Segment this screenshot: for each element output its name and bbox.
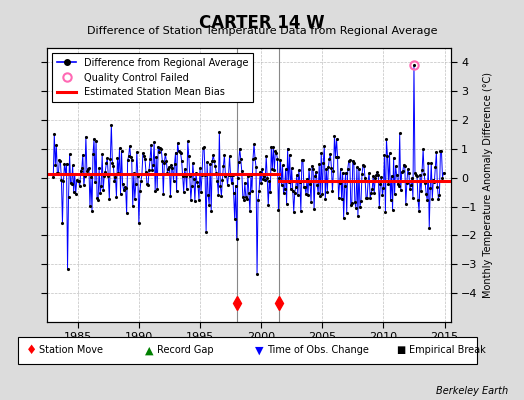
Text: Station Move: Station Move: [39, 345, 103, 355]
Text: Record Gap: Record Gap: [157, 345, 214, 355]
Text: Difference of Station Temperature Data from Regional Average: Difference of Station Temperature Data f…: [87, 26, 437, 36]
Text: ▼: ▼: [255, 345, 264, 355]
Text: ■: ■: [396, 345, 406, 355]
Legend: Difference from Regional Average, Quality Control Failed, Estimated Station Mean: Difference from Regional Average, Qualit…: [52, 53, 254, 102]
Text: ▲: ▲: [145, 345, 154, 355]
Y-axis label: Monthly Temperature Anomaly Difference (°C): Monthly Temperature Anomaly Difference (…: [483, 72, 493, 298]
Text: CARTER 14 W: CARTER 14 W: [199, 14, 325, 32]
Text: ♦: ♦: [26, 344, 37, 357]
Text: Time of Obs. Change: Time of Obs. Change: [267, 345, 369, 355]
Text: Berkeley Earth: Berkeley Earth: [436, 386, 508, 396]
Text: Empirical Break: Empirical Break: [409, 345, 485, 355]
